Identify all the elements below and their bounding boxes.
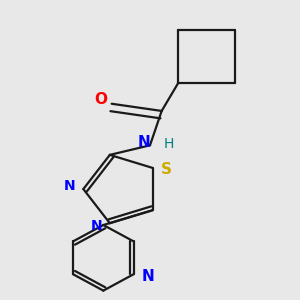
Text: O: O — [94, 92, 107, 107]
Text: S: S — [161, 162, 172, 177]
Text: N: N — [141, 269, 154, 284]
Text: N: N — [91, 219, 102, 233]
Text: H: H — [163, 137, 173, 151]
Text: N: N — [138, 135, 150, 150]
Text: N: N — [64, 179, 76, 193]
